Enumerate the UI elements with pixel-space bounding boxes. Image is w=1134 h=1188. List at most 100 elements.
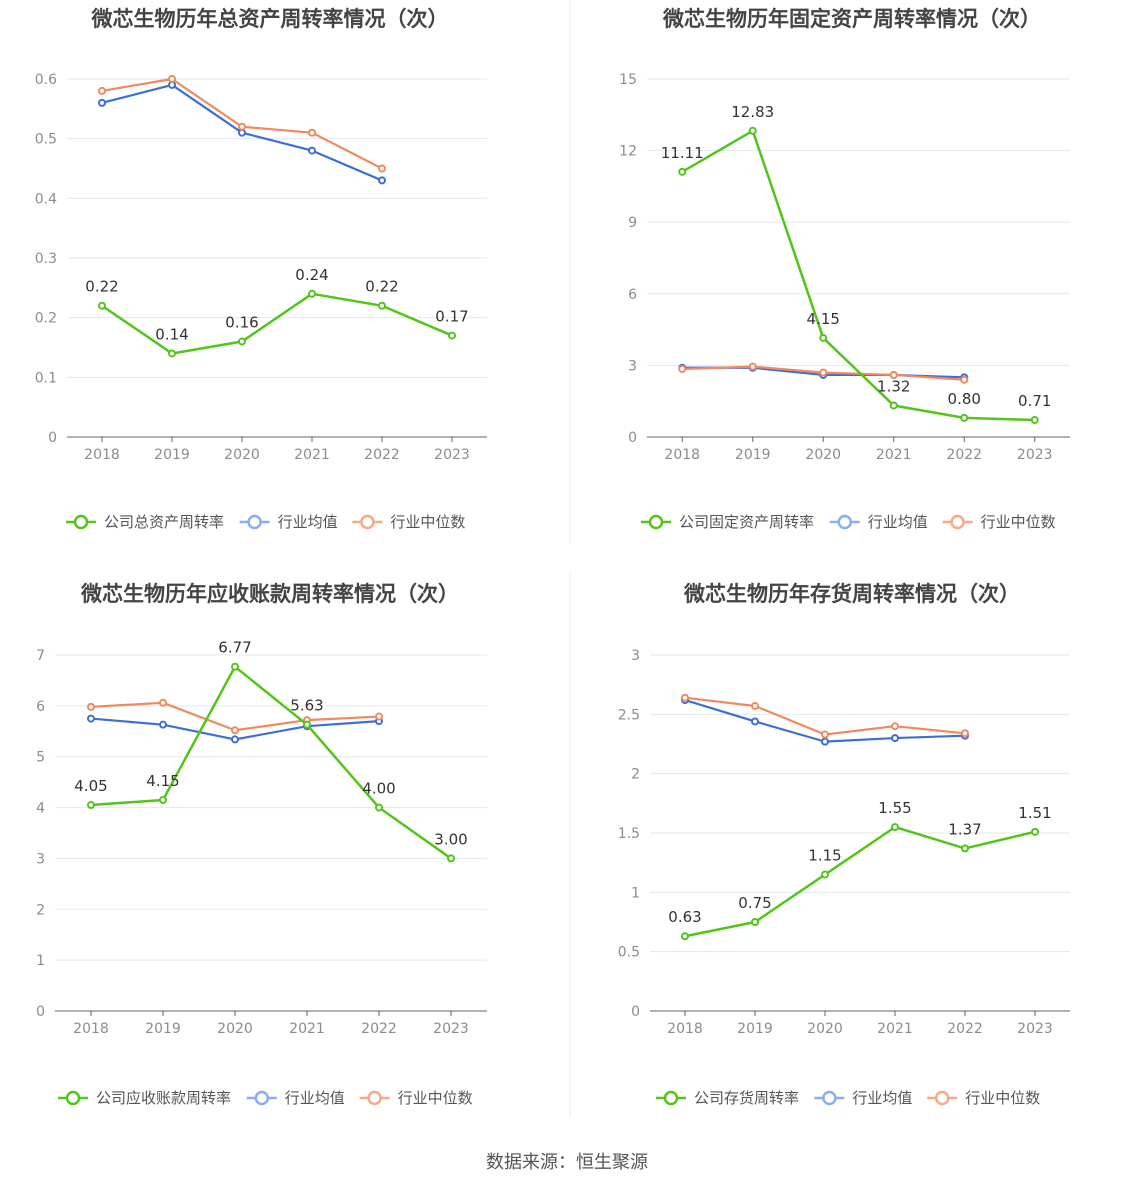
series-line-company: [684, 825, 1036, 938]
legend-item-company[interactable]: 公司存货周转率: [656, 1089, 799, 1107]
legend-item-median[interactable]: 行业中位数: [942, 513, 1056, 531]
series-line-company: [681, 129, 1035, 422]
data-point-avg: [751, 717, 759, 726]
legend-item-median[interactable]: 行业中位数: [359, 1089, 473, 1107]
y-tick-label: 0: [631, 1004, 640, 1020]
y-tick-label: 9: [628, 215, 637, 231]
data-point-company: [448, 331, 456, 340]
data-point-median: [238, 122, 246, 131]
y-tick-label: 7: [36, 648, 45, 664]
data-point-company: [681, 932, 689, 941]
data-label: 1.37: [948, 820, 981, 838]
y-tick-label: 0.2: [35, 311, 57, 327]
chart-panel-2: 微芯生物历年固定资产周转率情况（次） 0 3 6 9 12 15 2018 2019 2020 20…: [619, 7, 1070, 531]
legend-label: 行业中位数: [981, 513, 1056, 531]
data-point-avg: [87, 714, 95, 723]
data-point-median: [819, 368, 828, 377]
legend-item-median[interactable]: 行业中位数: [927, 1089, 1040, 1107]
y-tick-label: 5: [36, 750, 45, 766]
x-tick-label: 2019: [154, 447, 190, 463]
data-label: 3.00: [434, 830, 467, 848]
x-tick-label: 2023: [433, 1021, 469, 1037]
data-point-company: [159, 795, 167, 804]
y-tick-label: 0.3: [35, 251, 57, 267]
legend-marker-icon: [247, 514, 262, 530]
legend-item-median[interactable]: 行业中位数: [352, 513, 465, 531]
x-tick-label: 2018: [664, 447, 700, 463]
data-point-median: [678, 364, 687, 373]
data-point-median: [748, 362, 757, 371]
x-tick-label: 2020: [805, 447, 841, 463]
y-tick-label: 0.4: [35, 191, 57, 207]
x-tick-label: 2022: [364, 447, 400, 463]
data-label: 1.51: [1018, 804, 1051, 822]
data-point-avg: [378, 176, 386, 185]
x-tick-label: 2023: [434, 447, 470, 463]
y-tick-label: 0: [48, 430, 57, 446]
y-tick-label: 2.5: [618, 707, 640, 723]
data-point-median: [378, 164, 386, 173]
data-label: 0.17: [435, 308, 468, 326]
x-tick-label: 2020: [224, 447, 260, 463]
data-point-median: [159, 698, 167, 707]
legend-item-company[interactable]: 公司应收账款周转率: [58, 1089, 231, 1107]
y-tick-label: 1: [631, 885, 640, 901]
x-tick-label: 2020: [807, 1021, 843, 1037]
data-point-median: [231, 726, 239, 735]
legend-item-avg[interactable]: 行业均值: [246, 1089, 345, 1107]
y-tick-label: 3: [631, 648, 640, 664]
legend-label: 行业中位数: [965, 1089, 1040, 1107]
y-tick-label: 6: [628, 287, 637, 303]
data-label: 4.15: [807, 310, 840, 328]
x-tick-label: 2019: [145, 1021, 181, 1037]
legend-label: 公司固定资产周转率: [679, 513, 814, 531]
data-point-company: [375, 803, 383, 812]
legend-item-company[interactable]: 公司总资产周转率: [66, 513, 224, 531]
data-point-company: [231, 662, 239, 671]
legend-item-company[interactable]: 公司固定资产周转率: [641, 513, 814, 531]
data-point-median: [961, 729, 969, 738]
legend-item-avg[interactable]: 行业均值: [814, 1089, 912, 1107]
data-point-company: [819, 333, 828, 342]
data-point-median: [308, 128, 316, 137]
data-point-company: [891, 823, 899, 832]
data-label: 0.22: [365, 278, 398, 296]
data-label: 6.77: [218, 639, 251, 657]
legend-marker-icon: [822, 1090, 837, 1106]
x-tick-label: 2023: [1017, 447, 1053, 463]
legend-marker-icon: [837, 514, 853, 530]
x-tick-label: 2018: [84, 447, 120, 463]
data-point-company: [751, 918, 759, 926]
chart-title: 微芯生物历年固定资产周转率情况（次）: [662, 7, 1041, 31]
data-point-company: [960, 413, 969, 422]
y-tick-label: 12: [619, 144, 637, 160]
chart-title: 微芯生物历年应收账款周转率情况（次）: [80, 582, 459, 606]
series-line-median: [684, 696, 966, 736]
y-tick-label: 0.5: [618, 945, 640, 961]
data-point-company: [168, 349, 176, 358]
legend-label: 行业均值: [852, 1089, 912, 1107]
legend-marker-icon: [663, 1090, 679, 1106]
x-tick-label: 2022: [947, 1021, 983, 1037]
legend-marker-icon: [360, 514, 375, 530]
data-point-avg: [308, 146, 316, 155]
x-tick-label: 2021: [289, 1021, 325, 1037]
chart-title: 微芯生物历年存货周转率情况（次）: [683, 582, 1020, 606]
data-label: 0.24: [295, 266, 328, 284]
data-point-company: [748, 126, 757, 135]
y-tick-label: 3: [36, 851, 45, 867]
data-point-company: [98, 301, 106, 310]
data-point-median: [168, 75, 176, 83]
x-tick-label: 2021: [876, 447, 912, 463]
legend-item-avg[interactable]: 行业均值: [239, 513, 338, 531]
data-point-company: [1031, 827, 1039, 836]
legend-item-avg[interactable]: 行业均值: [829, 513, 928, 531]
legend-marker-icon: [254, 1090, 270, 1106]
data-point-avg: [231, 735, 239, 744]
y-tick-label: 1.5: [618, 826, 640, 842]
data-point-median: [821, 730, 829, 739]
legend-marker-icon: [367, 1090, 382, 1106]
data-label: 11.11: [661, 144, 704, 162]
x-tick-label: 2018: [73, 1021, 109, 1037]
